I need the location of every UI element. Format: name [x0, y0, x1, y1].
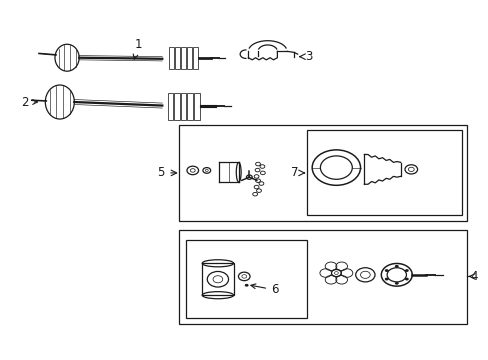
Text: 5: 5 — [157, 166, 164, 179]
Text: 1: 1 — [133, 38, 142, 59]
Text: 6: 6 — [250, 283, 278, 296]
Bar — [187, 93, 193, 120]
Bar — [167, 93, 173, 120]
Circle shape — [404, 269, 408, 272]
Bar — [186, 240, 307, 318]
Text: 4: 4 — [470, 270, 477, 283]
Bar — [187, 48, 192, 69]
Circle shape — [244, 284, 248, 287]
Bar — [174, 93, 180, 120]
Bar — [307, 130, 461, 215]
Bar — [179, 125, 466, 221]
Bar — [194, 93, 199, 120]
Circle shape — [384, 269, 388, 272]
Circle shape — [394, 265, 398, 268]
Circle shape — [404, 278, 408, 280]
Circle shape — [384, 278, 388, 280]
Text: 2: 2 — [21, 95, 38, 108]
Bar — [169, 48, 174, 69]
Bar — [181, 48, 186, 69]
Bar — [179, 230, 466, 324]
Text: 7: 7 — [290, 166, 298, 179]
Text: 3: 3 — [305, 50, 312, 63]
Circle shape — [394, 282, 398, 285]
Bar — [181, 93, 186, 120]
Bar — [202, 263, 233, 295]
Bar — [175, 48, 180, 69]
Bar — [193, 48, 198, 69]
